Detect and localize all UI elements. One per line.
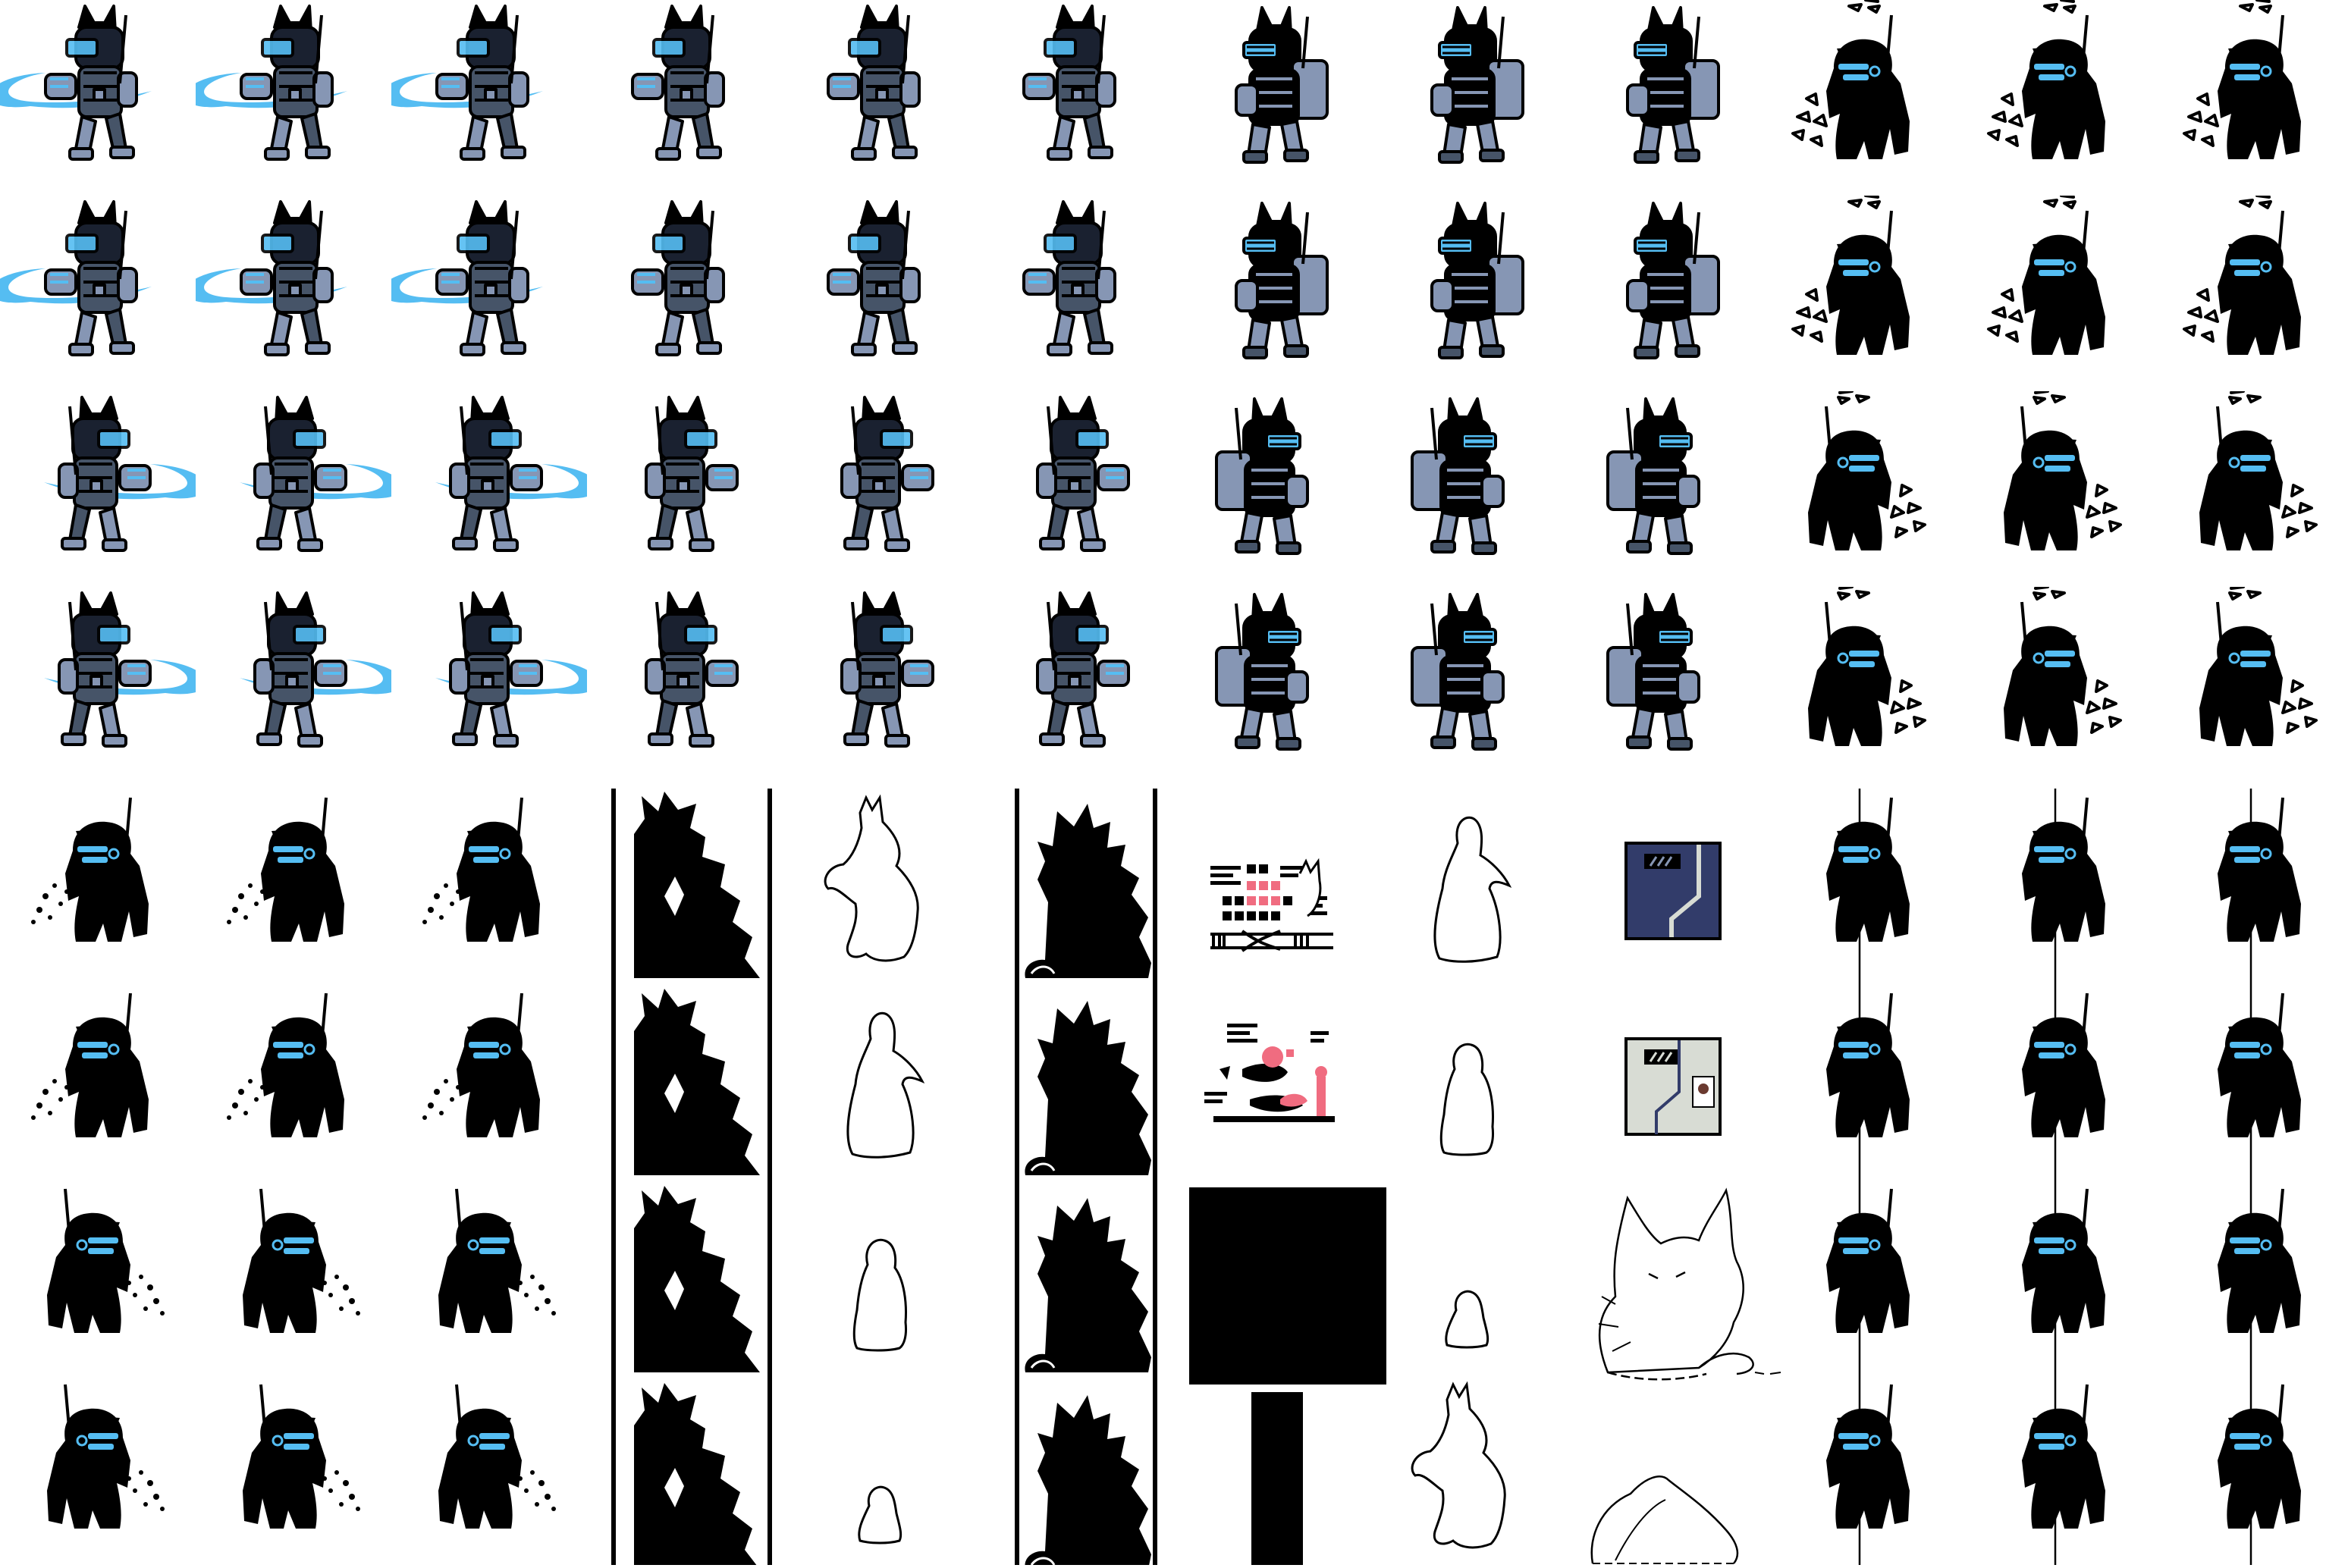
sprite-robo-swing-left <box>391 196 587 391</box>
sprite-blob-outline-ghost <box>1370 978 1565 1174</box>
sprite-robo-swing-right <box>0 587 196 782</box>
sprite-shadow-dust-right <box>196 1369 391 1565</box>
sprite-robo-stand-right <box>587 587 783 782</box>
sprite-shadow-dust-right <box>391 1174 587 1369</box>
sprite-shadow-hang <box>1957 782 2152 978</box>
sprite-door-light <box>1565 978 1761 1174</box>
sprite-shadow-debris-left <box>1957 0 2152 196</box>
sprite-shadow-dust-right <box>0 1174 196 1369</box>
sprite-robo-stand-left <box>978 0 1174 196</box>
sprite-robo-stand-left <box>978 196 1174 391</box>
sprite-panel-lab <box>1174 978 1370 1174</box>
sprite-shadow-hang <box>1957 1174 2152 1369</box>
sprite-shadow-dust-left <box>196 978 391 1174</box>
creature-outline-sitting <box>1585 1183 1790 1388</box>
sprite-robo-swing-left <box>0 196 196 391</box>
sprite-shadow-debris-left <box>1957 196 2152 391</box>
sprite-shadow-dust-right <box>196 1174 391 1369</box>
sprite-robo-heavy-left <box>1174 0 1370 196</box>
sprite-blob-outline-penguin <box>1370 782 1565 978</box>
sprite-shadow-dust-left <box>0 782 196 978</box>
sprite-shadow-debris-right <box>1957 391 2152 587</box>
sprite-robo-heavy-left <box>1565 0 1761 196</box>
sprite-robo-heavy-right <box>1370 587 1565 782</box>
sprite-robo-heavy-right <box>1370 391 1565 587</box>
sprite-robo-heavy-left <box>1370 196 1565 391</box>
sprite-robo-heavy-right <box>1174 587 1370 782</box>
sprite-robo-stand-right <box>783 391 978 587</box>
sprite-shadow-debris-left <box>1761 196 1957 391</box>
sprite-shadow-dust-right <box>391 1369 587 1565</box>
sprite-robo-swing-left <box>391 0 587 196</box>
sprite-robo-stand-right <box>978 587 1174 782</box>
sprite-robo-stand-right <box>978 391 1174 587</box>
sprite-robo-stand-left <box>587 0 783 196</box>
sprite-shadow-hang <box>1761 978 1957 1174</box>
sprite-blob-outline-penguin <box>783 978 978 1174</box>
sprite-shadow-hang <box>2152 1369 2348 1565</box>
sprite-shadow-debris-right <box>2152 391 2348 587</box>
sprite-shadow-hang <box>2152 782 2348 978</box>
sprite-panel-cats <box>1174 782 1370 978</box>
sprite-shadow-hang <box>2152 1174 2348 1369</box>
sprite-blob-outline-small <box>783 1369 978 1565</box>
sprite-robo-stand-left <box>783 196 978 391</box>
sprite-shadow-hang <box>1761 1369 1957 1565</box>
sprite-robo-stand-left <box>587 196 783 391</box>
sprite-shadow-dust-left <box>0 978 196 1174</box>
sprite-shadow-debris-left <box>2152 196 2348 391</box>
sprite-shadow-hang <box>1761 782 1957 978</box>
creature-outline-lying <box>1585 1469 1752 1565</box>
sprite-robo-heavy-left <box>1370 0 1565 196</box>
sprite-blob-outline-tall <box>1370 1369 1565 1565</box>
silhouette-strip-right <box>1015 789 1159 1568</box>
black-post <box>1251 1392 1303 1565</box>
sprite-robo-swing-right <box>391 587 587 782</box>
sprite-robo-swing-left <box>196 0 391 196</box>
sprite-shadow-dust-left <box>391 782 587 978</box>
sprite-robo-swing-right <box>196 391 391 587</box>
sprite-blob-outline-small <box>1370 1174 1565 1369</box>
sprite-robo-swing-left <box>0 0 196 196</box>
sprite-shadow-debris-right <box>2152 587 2348 782</box>
sprite-blob-outline-ghost <box>783 1174 978 1369</box>
sprite-shadow-debris-right <box>1957 587 2152 782</box>
sprite-robo-heavy-right <box>1174 391 1370 587</box>
sprite-robo-stand-right <box>783 587 978 782</box>
black-block <box>1189 1187 1386 1385</box>
sprite-shadow-debris-right <box>1761 391 1957 587</box>
sprite-shadow-hang <box>1761 1174 1957 1369</box>
sprite-door-dark <box>1565 782 1761 978</box>
sprite-shadow-hang <box>1957 1369 2152 1565</box>
sprite-robo-swing-right <box>0 391 196 587</box>
sprite-shadow-debris-left <box>2152 0 2348 196</box>
silhouette-strip-left <box>611 789 772 1568</box>
sprite-robo-swing-left <box>196 196 391 391</box>
sprite-robo-stand-right <box>587 391 783 587</box>
sprite-shadow-hang <box>2152 978 2348 1174</box>
sprite-shadow-dust-left <box>196 782 391 978</box>
sprite-robo-heavy-right <box>1565 391 1761 587</box>
sprite-shadow-debris-right <box>1761 587 1957 782</box>
sprite-shadow-hang <box>1957 978 2152 1174</box>
sprite-blob-outline-tall <box>783 782 978 978</box>
sprite-robo-swing-right <box>196 587 391 782</box>
sprite-robo-heavy-left <box>1565 196 1761 391</box>
sprite-robo-stand-left <box>783 0 978 196</box>
sprite-robo-swing-right <box>391 391 587 587</box>
sprite-shadow-dust-left <box>391 978 587 1174</box>
sprite-shadow-dust-right <box>0 1369 196 1565</box>
sprite-robo-heavy-right <box>1565 587 1761 782</box>
sprite-shadow-debris-left <box>1761 0 1957 196</box>
sprite-robo-heavy-left <box>1174 196 1370 391</box>
